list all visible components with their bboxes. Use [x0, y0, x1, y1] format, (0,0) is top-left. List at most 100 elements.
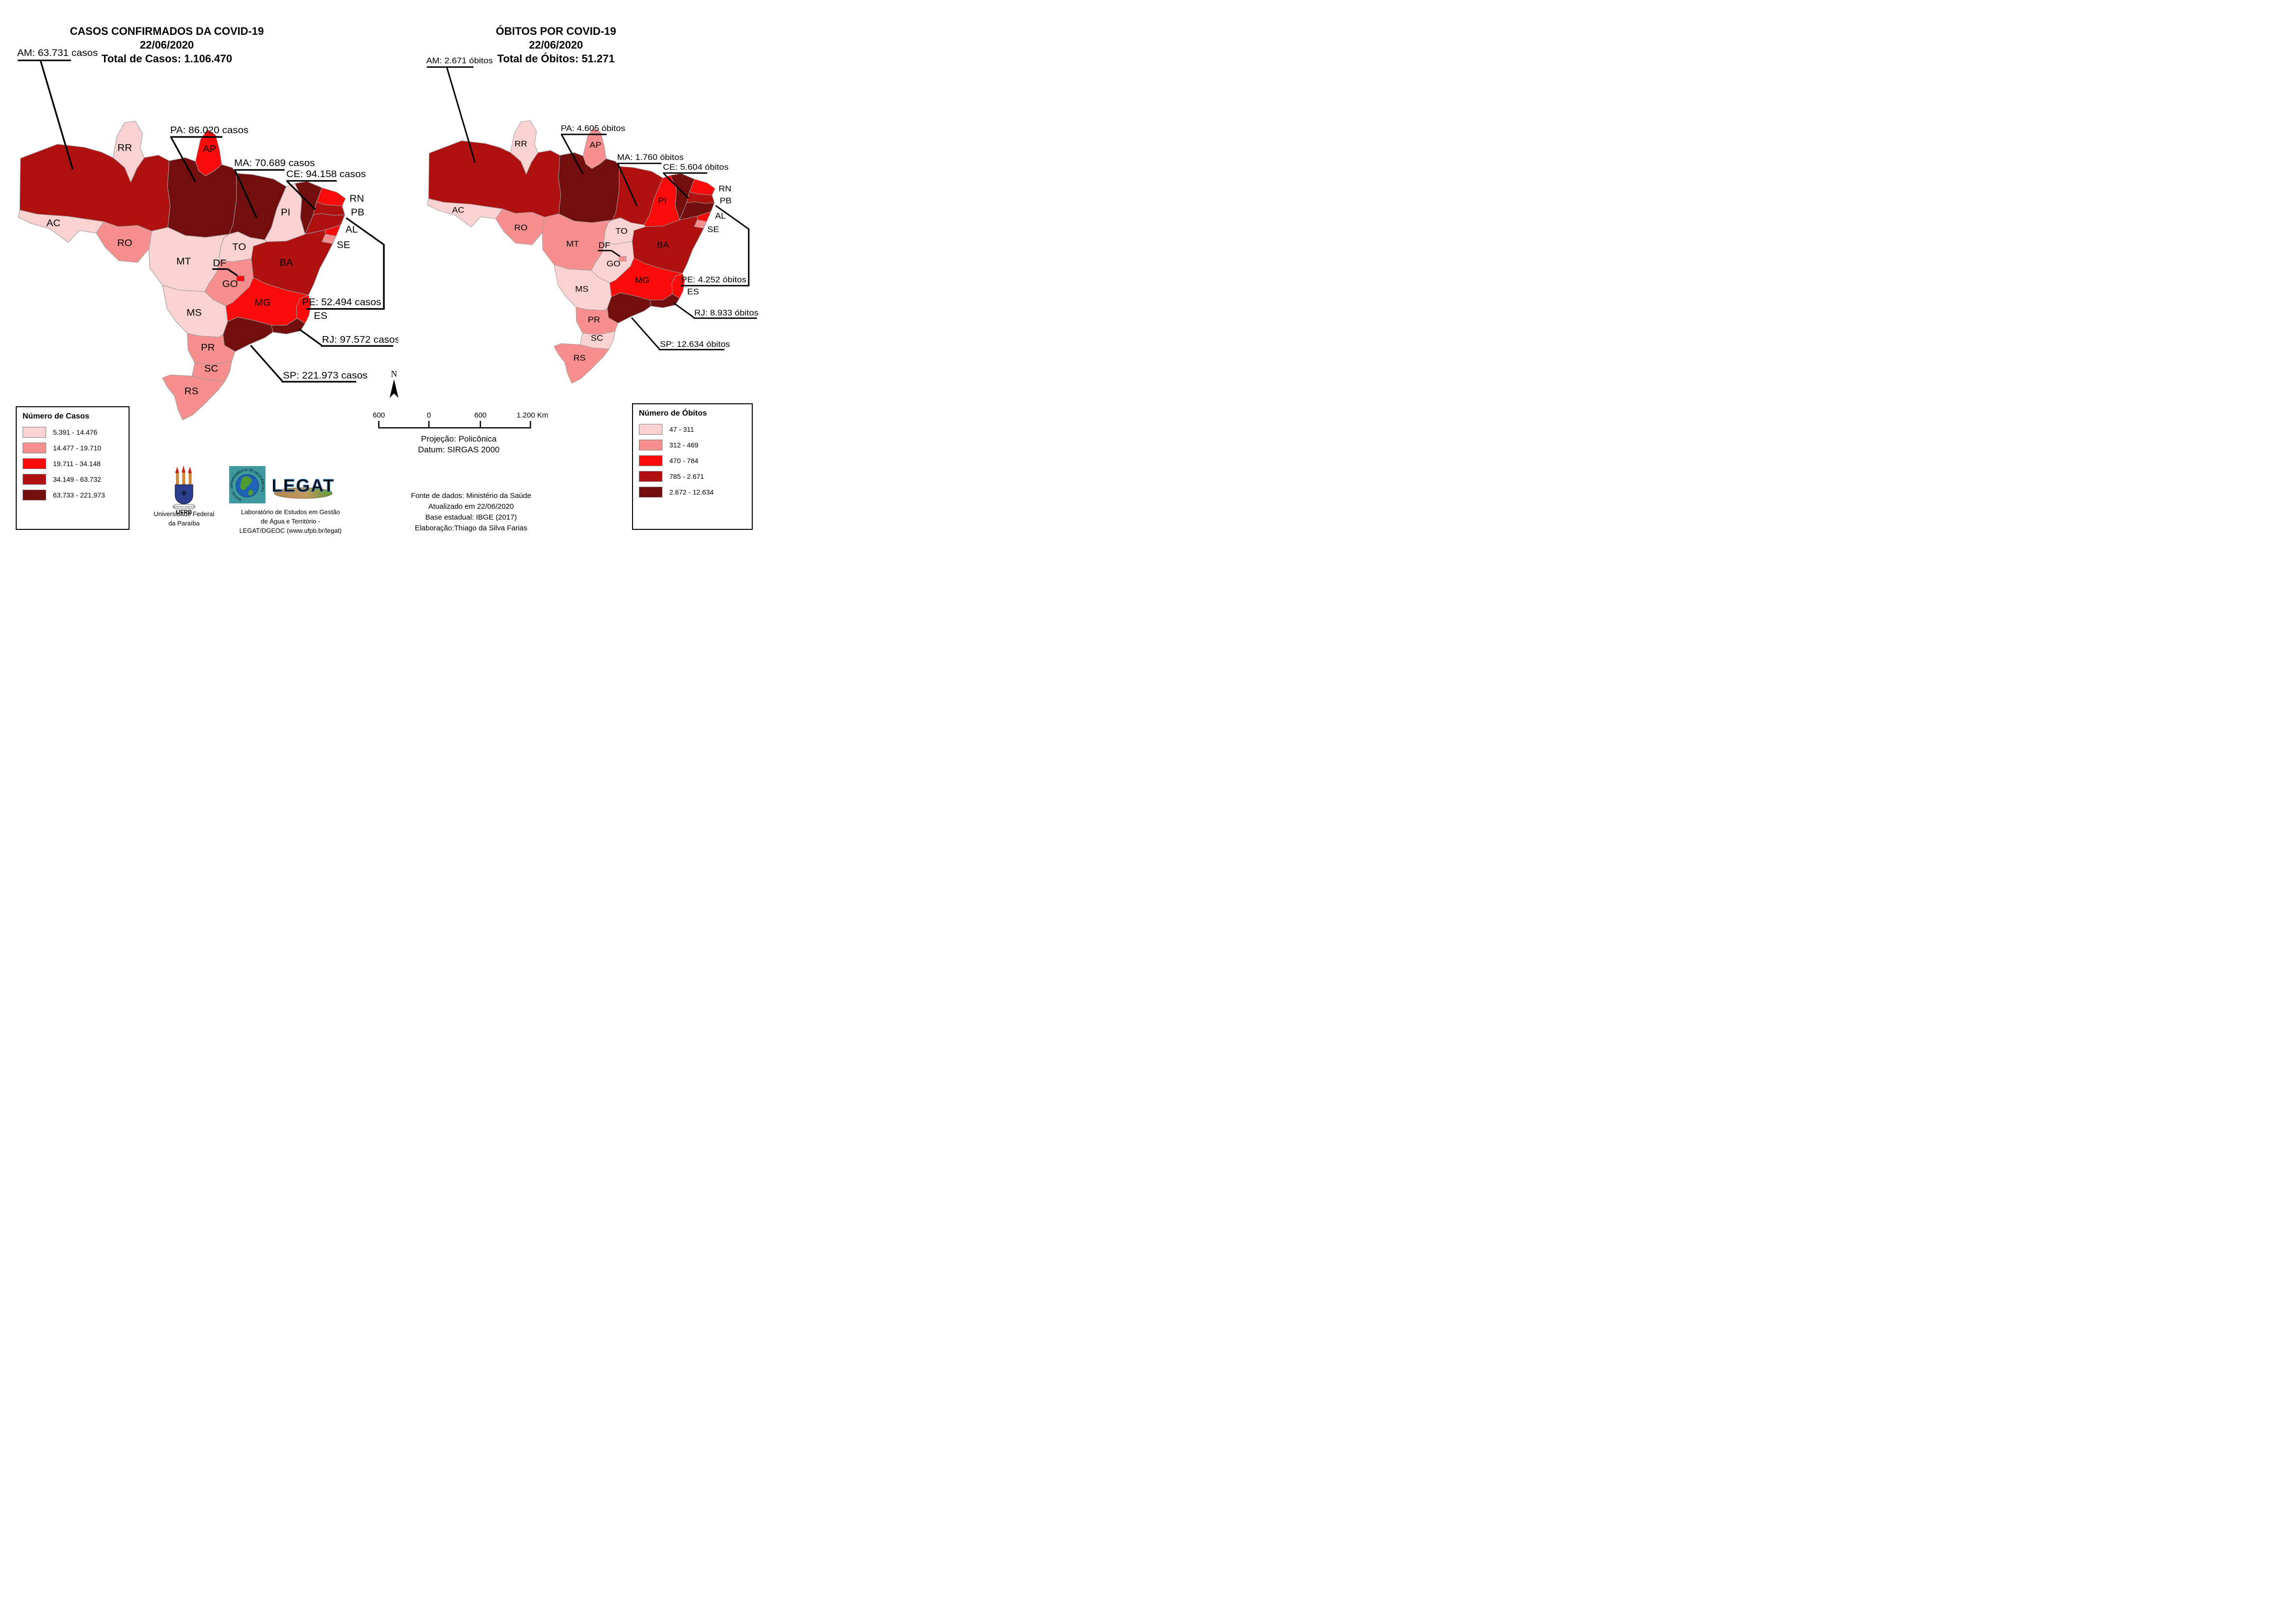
callout-line-ma: [234, 170, 258, 218]
callout-line-am: [446, 67, 476, 163]
callout-line-df: [227, 268, 238, 277]
legend-label-3: 470 - 784: [669, 457, 699, 465]
state-label-se: SE: [707, 225, 719, 234]
callout-line-am: [40, 60, 74, 170]
state-rj-obitos: [649, 293, 680, 308]
scale-bar: 600 0 600 1.200 Km: [372, 411, 548, 429]
projection-label: Projeção: Policônica: [421, 434, 497, 444]
legend-row: 5.391 - 14.476: [23, 427, 129, 438]
state-label-to: TO: [232, 242, 246, 252]
map-casos: RR AP AC RO MT TO PI RN PB AL SE BA MG ES GO MS PR SC RS AM…: [17, 48, 398, 420]
legend-row: 14.477 - 19.710: [23, 443, 129, 453]
state-rs-obitos: [554, 343, 609, 384]
ufpb-torches-icon: [175, 466, 192, 485]
state-df-obitos: [619, 256, 627, 262]
left-title: CASOS CONFIRMADOS DA COVID-19 22/06/2020…: [0, 25, 334, 66]
state-label-go: GO: [607, 259, 620, 268]
svg-text:⚜: ⚜: [181, 490, 187, 498]
legend-label-5: 2.672 - 12.634: [669, 488, 714, 496]
legend-label-4: 785 - 2.671: [669, 472, 704, 480]
state-ro-casos: [96, 221, 152, 263]
callout-text-sp: SP: 12.634 óbitos: [660, 340, 730, 349]
ufpb-shield-icon: ⚜: [175, 484, 193, 504]
state-rj-casos: [271, 318, 306, 335]
state-label-ba: BA: [280, 258, 293, 268]
legend-casos-rows: 5.391 - 14.476 14.477 - 19.710 19.711 - 34…: [23, 427, 129, 500]
state-label-sc: SC: [204, 364, 218, 374]
callout-line-sp: [250, 344, 283, 382]
state-label-pb: PB: [720, 196, 732, 205]
callout-line-pe: [681, 205, 750, 287]
legend-swatch-3: [639, 455, 662, 466]
state-label-go: GO: [222, 279, 238, 289]
source-line-1: Fonte de dados: Ministério da Saúde: [411, 492, 531, 500]
source-line-3: Base estadual: IBGE (2017): [425, 513, 517, 522]
callout-text-df: DF: [599, 240, 610, 250]
legend-row: 2.672 - 12.634: [639, 487, 752, 497]
callout-line-df: [611, 250, 621, 257]
datum-label: Datum: SIRGAS 2000: [418, 445, 500, 454]
state-ro-obitos: [495, 209, 545, 245]
state-label-rs: RS: [573, 353, 585, 363]
legat-wordmark: LEGAT: [273, 475, 334, 496]
state-label-pr: PR: [588, 315, 600, 324]
callout-line-pa: [170, 137, 196, 183]
state-label-rn: RN: [349, 194, 364, 204]
left-title-line3: Total de Casos: 1.106.470: [101, 52, 233, 65]
callout-line-ce: [287, 181, 316, 210]
state-label-es: ES: [687, 287, 699, 296]
callout-text-am: AM: 63.731 casos: [17, 48, 98, 58]
state-label-mg: MG: [255, 298, 271, 308]
north-arrow-icon: [390, 379, 398, 398]
legend-row: 47 - 311: [639, 424, 752, 435]
state-label-ac: AC: [452, 205, 464, 214]
legend-label-2: 14.477 - 19.710: [53, 444, 102, 452]
state-label-rs: RS: [185, 386, 199, 396]
state-ac-obitos: [427, 198, 503, 228]
scale-label-2: 0: [427, 411, 431, 419]
legend-label-4: 34.149 - 63.732: [53, 475, 102, 483]
callout-line-sp: [631, 317, 660, 350]
state-label-pr: PR: [201, 342, 215, 353]
left-title-line1: CASOS CONFIRMADOS DA COVID-19: [70, 25, 264, 37]
state-ap-obitos: [582, 127, 607, 169]
north-arrow: N: [390, 369, 398, 398]
dgeoc-logo: · DGEOC · DEPARTAMENTO DE GEOCIÊNCIAS: [229, 466, 265, 503]
legend-casos-title: Número de Casos: [23, 412, 90, 420]
state-label-rr: RR: [117, 143, 132, 153]
north-label: N: [391, 369, 397, 379]
legend-swatch-4: [23, 474, 46, 485]
map-obitos: RR AP AC RO MT TO PI RN PB AL SE BA MG ES GO MS PR SC RS AM…: [426, 55, 759, 384]
legend-swatch-5: [639, 487, 662, 497]
callout-text-rj: RJ: 97.572 casos: [322, 335, 398, 345]
right-title-line1: ÓBITOS POR COVID-19: [496, 25, 616, 37]
state-label-ms: MS: [186, 308, 202, 318]
ufpb-banner-text: SAPIENTIA AEDIFICAT: [173, 506, 195, 508]
legend-row: 312 - 469: [639, 440, 752, 450]
legend-label-1: 5.391 - 14.476: [53, 428, 98, 436]
callout-line-pe: [306, 217, 385, 310]
state-label-ap: AP: [203, 144, 216, 154]
state-label-sc: SC: [591, 333, 603, 342]
state-label-al: AL: [715, 211, 726, 220]
callout-text-sp: SP: 221.973 casos: [283, 370, 368, 381]
scale-label-1: 600: [372, 411, 385, 419]
state-label-ba: BA: [657, 240, 669, 249]
ufpb-logo: ⚜ SAPIENTIA AEDIFICAT UFPB: [173, 466, 195, 515]
ufpb-caption: Universidade Federal da Paraíba: [154, 510, 214, 527]
legend-obitos-title: Número de Óbitos: [639, 409, 707, 418]
legend-swatch-2: [639, 440, 662, 450]
callout-text-rj: RJ: 8.933 óbitos: [694, 308, 759, 317]
legend-row: 785 - 2.671: [639, 471, 752, 482]
state-label-se: SE: [337, 240, 350, 250]
state-label-mt: MT: [566, 239, 579, 248]
callout-text-pa: PA: 86.020 casos: [170, 125, 249, 135]
legend-label-2: 312 - 469: [669, 441, 699, 449]
state-rr-casos: [112, 121, 145, 183]
right-title: ÓBITOS POR COVID-19 22/06/2020 Total de …: [389, 25, 723, 66]
state-label-pi: PI: [658, 196, 666, 205]
state-label-ac: AC: [47, 218, 61, 228]
state-label-ms: MS: [575, 284, 588, 293]
legend-swatch-4: [639, 471, 662, 482]
state-label-mg: MG: [635, 275, 649, 285]
